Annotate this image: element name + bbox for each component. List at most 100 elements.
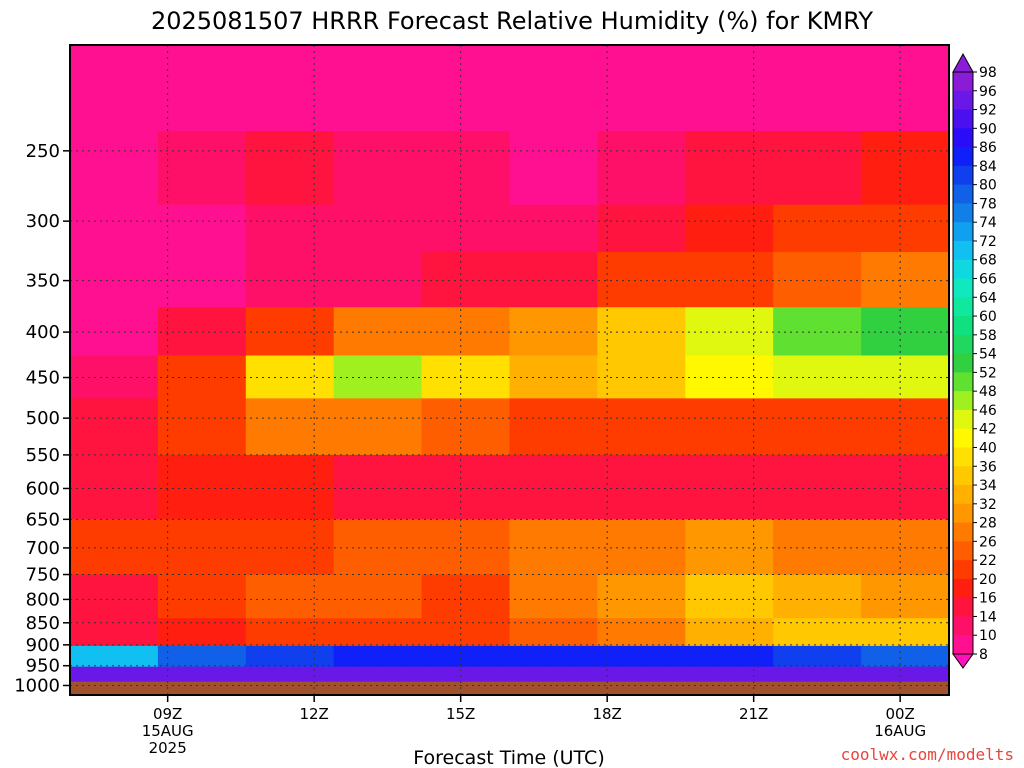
rh-cell — [509, 398, 598, 456]
ground-fill — [70, 681, 949, 695]
colorbar-swatch — [953, 165, 973, 186]
rh-cell — [421, 45, 511, 132]
y-tick-label: 700 — [26, 538, 60, 559]
rh-cell — [509, 574, 598, 619]
rh-cell — [597, 645, 686, 668]
rh-cell — [421, 574, 511, 619]
x-tick-label: 12Z — [299, 705, 328, 723]
rh-cell — [861, 574, 949, 619]
rh-cell — [773, 204, 862, 253]
rh-cell — [773, 45, 862, 132]
rh-cell — [773, 131, 862, 206]
rh-cell — [597, 574, 686, 619]
rh-cell — [157, 519, 247, 576]
rh-cell — [597, 204, 686, 253]
rh-cell — [245, 398, 335, 456]
colorbar-label: 26 — [979, 534, 997, 550]
rh-cell — [685, 574, 774, 619]
rh-cell — [70, 204, 159, 253]
colorbar-label: 98 — [979, 65, 997, 81]
x-tick-label: 15AUG — [142, 722, 194, 740]
rh-cell — [597, 45, 686, 132]
colorbar-swatch — [953, 485, 973, 505]
rh-cell — [245, 666, 335, 683]
rh-cell — [861, 645, 949, 668]
colorbar-swatch — [953, 203, 973, 223]
colorbar-swatch — [953, 128, 973, 148]
rh-cell — [861, 45, 949, 132]
rh-cell — [509, 666, 598, 683]
rh-cell — [685, 252, 774, 308]
y-tick-label: 250 — [26, 141, 60, 162]
rh-cell — [685, 519, 774, 576]
colorbar-swatch — [953, 147, 973, 167]
rh-cell — [245, 574, 335, 619]
rh-cell — [861, 519, 949, 576]
rh-cell — [245, 307, 335, 357]
colorbar-swatch — [953, 334, 973, 355]
rh-cell — [333, 454, 423, 520]
rh-cell — [597, 131, 686, 206]
x-tick-label: 09Z — [153, 705, 182, 723]
rh-cell — [245, 131, 335, 206]
rh-cell — [773, 398, 862, 456]
rh-cell — [597, 398, 686, 456]
x-tick-label: 15Z — [446, 705, 475, 723]
colorbar-label: 68 — [979, 253, 997, 269]
colorbar-swatch — [953, 466, 973, 486]
rh-cell — [70, 398, 159, 456]
x-tick-label: 00Z — [885, 705, 914, 723]
colorbar-label: 60 — [979, 309, 997, 325]
y-tick-label: 1000 — [14, 675, 60, 696]
rh-cell — [333, 666, 423, 683]
colorbar-label: 96 — [979, 84, 997, 100]
rh-cell — [333, 398, 423, 456]
rh-cell — [421, 645, 511, 668]
x-axis-label: Forecast Time (UTC) — [413, 747, 604, 768]
rh-cell — [245, 618, 335, 647]
colorbar-label: 22 — [979, 553, 997, 569]
colorbar-label: 90 — [979, 121, 997, 137]
colorbar-swatch — [953, 391, 973, 411]
colorbar-swatch — [953, 428, 973, 448]
rh-cell — [70, 131, 159, 206]
colorbar-frame — [952, 71, 974, 655]
colorbar-swatch — [953, 278, 973, 298]
y-tick-label: 550 — [26, 445, 60, 466]
gridlines — [70, 45, 949, 695]
rh-cell — [333, 574, 423, 619]
rh-cell — [421, 398, 511, 456]
rh-cell — [333, 45, 423, 132]
rh-cell — [509, 131, 598, 206]
y-tick-label: 300 — [26, 211, 60, 232]
rh-cell — [421, 252, 511, 308]
x-tick-label: 16AUG — [874, 722, 926, 740]
colorbar-label: 16 — [979, 591, 997, 607]
y-tick-label: 950 — [26, 656, 60, 677]
colorbar-swatch — [953, 541, 973, 561]
rh-cell — [509, 618, 598, 647]
rh-cell — [685, 454, 774, 520]
colorbar-label: 28 — [979, 516, 997, 532]
rh-cell — [861, 131, 949, 206]
credit-link[interactable]: coolwx.com/modelts — [841, 745, 1014, 764]
x-tick-label: 21Z — [739, 705, 768, 723]
humidity-field — [70, 45, 949, 695]
rh-cell — [861, 454, 949, 520]
rh-cell — [597, 519, 686, 576]
colorbar-label: 64 — [979, 290, 997, 306]
rh-cell — [773, 454, 862, 520]
colorbar-swatch — [953, 635, 973, 655]
colorbar-swatch — [953, 184, 973, 204]
colorbar-label: 72 — [979, 234, 997, 250]
colorbar-label: 52 — [979, 365, 997, 381]
rh-cell — [157, 45, 247, 132]
colorbar-swatch — [953, 597, 973, 617]
rh-cell — [245, 519, 335, 576]
rh-cell — [773, 645, 862, 668]
rh-cell — [245, 252, 335, 308]
rh-cell — [157, 574, 247, 619]
colorbar-swatch — [953, 90, 973, 111]
rh-cell — [245, 645, 335, 668]
colorbar-swatch — [953, 560, 973, 580]
